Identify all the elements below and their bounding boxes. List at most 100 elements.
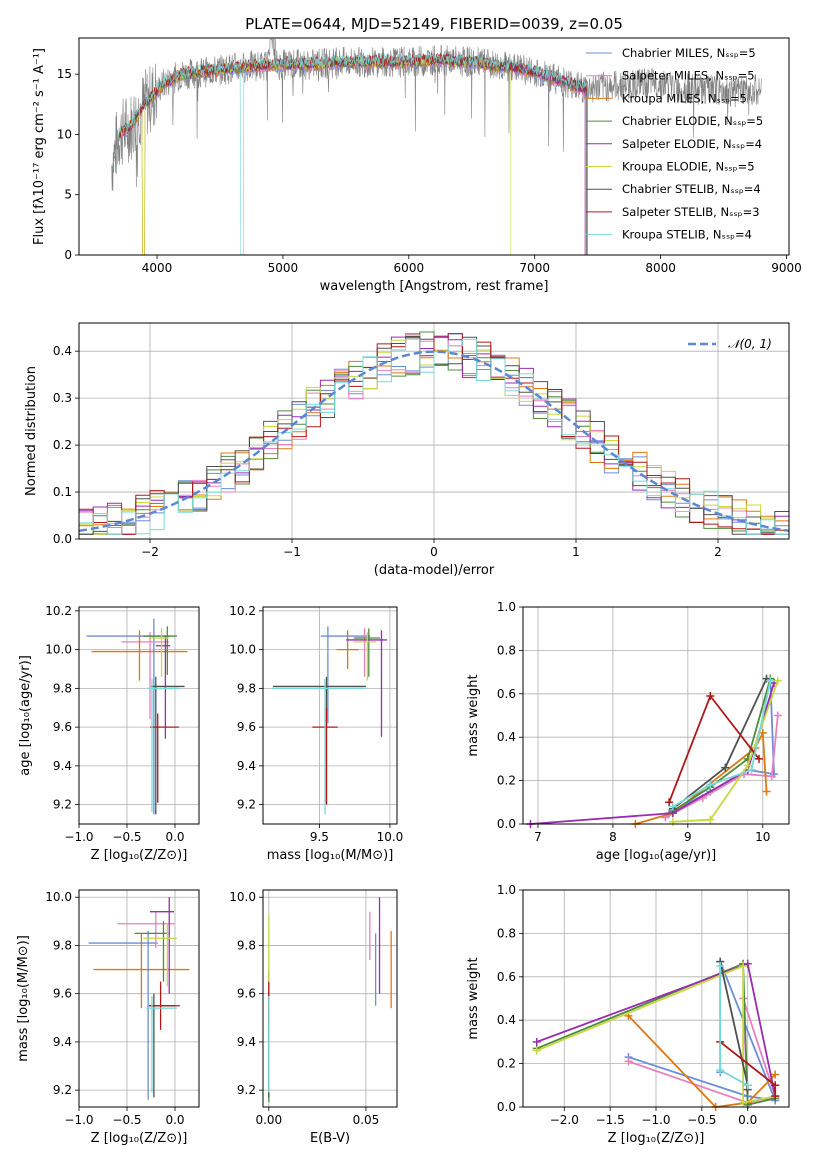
axes-frame xyxy=(78,889,200,1108)
panel-mass-weight-vs-Z: −2.0 −1.5 −1.0 −0.5 0.0 0.0 0.2 0.4 0.6 0.8 1.0 Z [… xyxy=(466,883,790,1146)
y-tick-label: 0.8 xyxy=(497,926,516,940)
legend-entry: Kroupa ELODIE, Nₛₛₚ=5 xyxy=(622,160,755,174)
legend-entry: Salpeter MILES, Nₛₛₚ=5 xyxy=(622,69,755,83)
y-axis-label: Flux [fλ10⁻¹⁷ erg cm⁻² s⁻¹ A⁻¹] xyxy=(32,48,47,245)
plot-area-mass-weight-vs-age xyxy=(526,674,782,828)
axes-frame xyxy=(522,889,790,1108)
axes-frame xyxy=(262,606,398,825)
legend-entry: Salpeter STELIB, Nₛₛₚ=3 xyxy=(622,205,760,219)
x-tick-label: 8000 xyxy=(645,261,676,275)
mass-weight-series-9 xyxy=(672,680,772,808)
y-tick-label: 9.2 xyxy=(237,798,256,812)
y-tick-label: 0.6 xyxy=(497,687,516,701)
mass-weight-series-3 xyxy=(627,1015,776,1108)
model-spectrum-line-9 xyxy=(111,52,588,256)
figure-title: PLATE=0644, MJD=52149, FIBERID=0039, z=0… xyxy=(245,15,623,33)
mass-weight-marker xyxy=(743,959,752,968)
panel-mass-vs-Z: −1.0 −0.5 0.0 9.2 9.4 9.6 9.8 10.0 Z [log₁₀(Z/Z⊙… xyxy=(16,889,200,1146)
y-tick-label: 0.1 xyxy=(53,485,72,499)
histogram-step-8 xyxy=(79,333,789,535)
y-tick-label: 0 xyxy=(64,248,72,262)
legend-entry: Kroupa STELIB, Nₛₛₚ=4 xyxy=(622,228,752,242)
plot-area-mass-vs-Z xyxy=(88,897,190,1100)
x-tick-label: 9000 xyxy=(771,261,802,275)
y-tick-label: 9.6 xyxy=(53,720,72,734)
x-tick-label: −1 xyxy=(283,545,301,559)
panel-mass-weight-vs-age: 7 8 9 10 0.0 0.2 0.4 0.6 0.8 1.0 age [log₁₀(age/yr… xyxy=(466,600,790,863)
x-tick-label: −0.5 xyxy=(112,830,141,844)
y-tick-label: 9.2 xyxy=(53,798,72,812)
x-tick-label: 4000 xyxy=(142,261,173,275)
y-tick-label: 0.4 xyxy=(53,344,72,358)
y-tick-label: 0.4 xyxy=(497,730,516,744)
x-tick-label: 0.05 xyxy=(353,1113,380,1127)
y-tick-label: 0.3 xyxy=(53,391,72,405)
y-tick-label: 0.4 xyxy=(497,1013,516,1027)
plot-area-residual-histogram xyxy=(78,331,790,535)
y-tick-label: 10.0 xyxy=(229,890,256,904)
mass-weight-marker xyxy=(716,1066,725,1075)
mass-weight-marker xyxy=(771,1092,780,1101)
x-tick-label: −1.0 xyxy=(64,1113,93,1127)
x-tick-label: −2 xyxy=(141,545,159,559)
x-axis-label: wavelength [Angstrom, rest frame] xyxy=(320,279,549,294)
mass-weight-marker xyxy=(721,763,730,772)
x-axis-label: E(B-V) xyxy=(310,1131,350,1146)
x-tick-label: 5000 xyxy=(268,261,299,275)
x-axis-label: (data-model)/error xyxy=(374,563,495,578)
legend-entry-normal: 𝒩(0, 1) xyxy=(728,337,772,351)
mass-weight-marker xyxy=(743,761,752,770)
mass-weight-marker xyxy=(743,1081,752,1090)
plot-area-mass-vs-ebv xyxy=(268,897,392,1103)
y-tick-label: 10.0 xyxy=(229,643,256,657)
x-tick-label: 8 xyxy=(609,830,617,844)
legend-entry: Chabrier MILES, Nₛₛₚ=5 xyxy=(622,46,756,60)
y-axis-label: mass weight xyxy=(466,674,481,756)
y-tick-label: 1.0 xyxy=(497,883,516,897)
x-tick-label: 10 xyxy=(755,830,770,844)
y-tick-label: 0.0 xyxy=(497,817,516,831)
x-axis-label: Z [log₁₀(Z/Z⊙)] xyxy=(608,1131,705,1146)
normal-curve xyxy=(78,350,790,533)
x-tick-label: 0.00 xyxy=(255,1113,282,1127)
mass-weight-marker xyxy=(668,802,677,811)
mass-weight-marker xyxy=(755,754,764,763)
mass-weight-marker xyxy=(706,780,715,789)
axes-frame xyxy=(262,889,398,1108)
x-tick-label: 9.5 xyxy=(310,830,329,844)
y-tick-label: 9.6 xyxy=(237,987,256,1001)
legend-entry: Chabrier STELIB, Nₛₛₚ=4 xyxy=(622,182,761,196)
y-tick-label: 0.8 xyxy=(497,643,516,657)
x-axis-label: Z [log₁₀(Z/Z⊙)] xyxy=(91,1131,188,1146)
y-tick-label: 1.0 xyxy=(497,600,516,614)
mass-weight-marker xyxy=(771,1081,780,1090)
y-tick-label: 10.2 xyxy=(45,604,72,618)
axes-frame xyxy=(78,322,790,540)
panel-spectrum: 4000 5000 6000 7000 8000 9000 0 5 10 15 wavelength… xyxy=(32,37,802,294)
mass-weight-series-6 xyxy=(672,680,779,823)
axes-frame xyxy=(78,606,200,825)
axes-frame xyxy=(78,37,790,256)
mass-weight-marker xyxy=(771,1070,780,1079)
x-tick-label: 10.0 xyxy=(377,830,404,844)
y-tick-label: 0.2 xyxy=(53,438,72,452)
y-axis-label: mass weight xyxy=(466,957,481,1039)
mass-weight-marker xyxy=(665,798,674,807)
mass-weight-marker xyxy=(532,1037,541,1046)
y-tick-label: 9.8 xyxy=(237,938,256,952)
y-tick-label: 0.0 xyxy=(53,532,72,546)
x-tick-label: −0.5 xyxy=(112,1113,141,1127)
plot-area-mass-weight-vs-Z xyxy=(532,957,780,1111)
mass-weight-series-6 xyxy=(536,964,776,1104)
y-tick-label: 9.8 xyxy=(53,938,72,952)
panel-age-vs-Z: −1.0 −0.5 0.0 9.2 9.4 9.6 9.8 10.0 10.2 Z [log₁₀(… xyxy=(18,604,200,863)
x-tick-label: 0.0 xyxy=(165,1113,184,1127)
mass-weight-marker xyxy=(706,691,715,700)
x-tick-label: −0.5 xyxy=(687,1113,716,1127)
panel-mass-vs-ebv: 0.00 0.05 9.2 9.4 9.6 9.8 10.0 E(B-V) xyxy=(229,889,398,1146)
legend-entry: Kroupa MILES, Nₛₛₚ=5 xyxy=(622,91,747,105)
y-tick-label: 9.2 xyxy=(53,1083,72,1097)
y-tick-label: 9.4 xyxy=(237,1035,256,1049)
y-axis-label: mass [log₁₀(M/M⊙)] xyxy=(16,935,31,1062)
